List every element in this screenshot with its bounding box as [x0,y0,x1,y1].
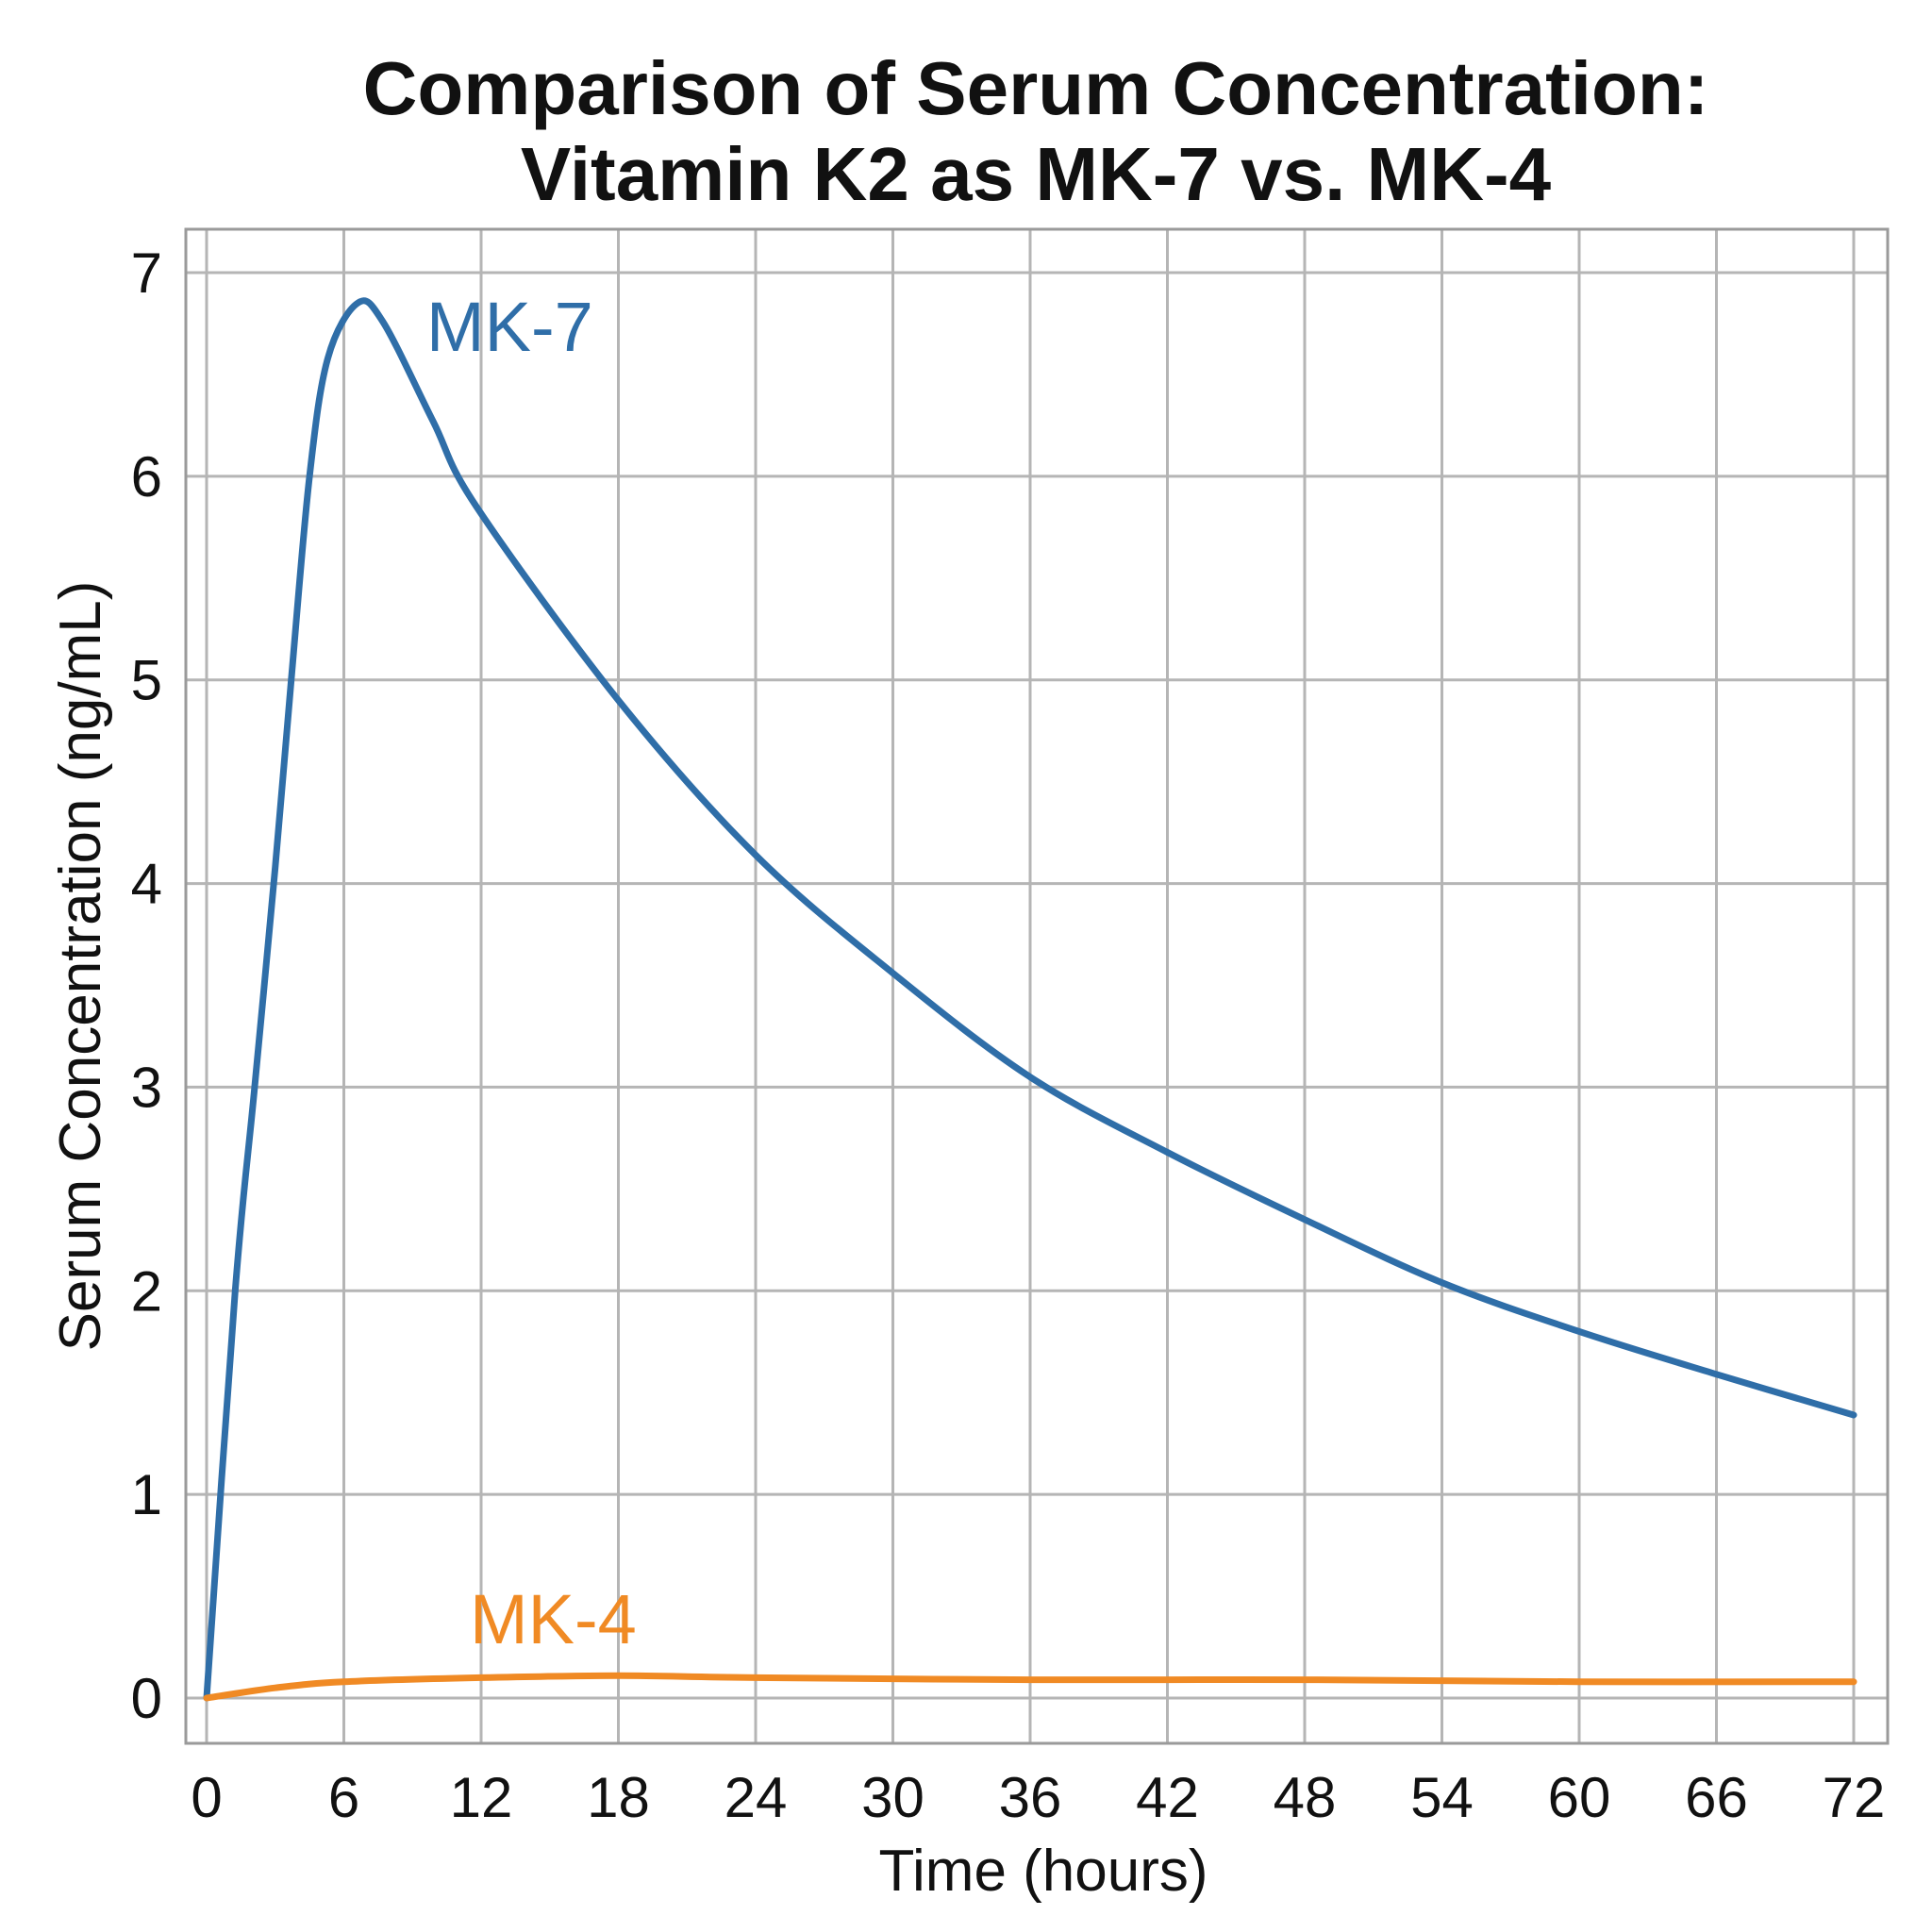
y-axis-label: Serum Concentration (ng/mL) [48,581,113,1352]
x-tick-label: 36 [999,1766,1062,1829]
x-tick-label: 6 [328,1766,359,1829]
x-tick-labels: 0 6 12 18 24 30 36 42 48 54 60 66 72 [191,1766,1885,1829]
x-tick-label: 54 [1410,1766,1474,1829]
x-tick-label: 72 [1823,1766,1886,1829]
x-tick-label: 24 [724,1766,788,1829]
x-tick-label: 18 [587,1766,650,1829]
x-tick-label: 30 [861,1766,924,1829]
series-line-mk-7 [203,297,1857,1702]
x-tick-label: 48 [1274,1766,1337,1829]
y-tick-label: 2 [131,1259,162,1323]
y-tick-labels: 0 1 2 3 4 5 6 7 [131,242,162,1730]
chart-title-line-2: Vitamin K2 as MK-7 vs. MK-4 [521,132,1552,216]
y-tick-label: 7 [131,242,162,305]
y-tick-label: 3 [131,1056,162,1119]
x-axis-label: Time (hours) [878,1839,1208,1904]
y-tick-label: 4 [131,853,162,916]
series-label-mk4: MK-4 [470,1580,637,1658]
x-tick-label: 66 [1685,1766,1748,1829]
series-label-mk7: MK-7 [426,288,593,366]
plot-frame [184,227,1890,1745]
x-tick-label: 12 [450,1766,513,1829]
y-tick-label: 1 [131,1463,162,1526]
y-tick-label: 0 [131,1667,162,1730]
y-tick-label: 6 [131,445,162,508]
x-tick-label: 0 [191,1766,222,1829]
x-tick-label: 42 [1136,1766,1199,1829]
grid [186,229,1888,1743]
series-lines [203,297,1857,1702]
y-tick-label: 5 [131,649,162,712]
chart-title-line-1: Comparison of Serum Concentration: [363,46,1709,130]
series-line-mk-4 [203,1672,1857,1702]
x-tick-label: 60 [1548,1766,1611,1829]
